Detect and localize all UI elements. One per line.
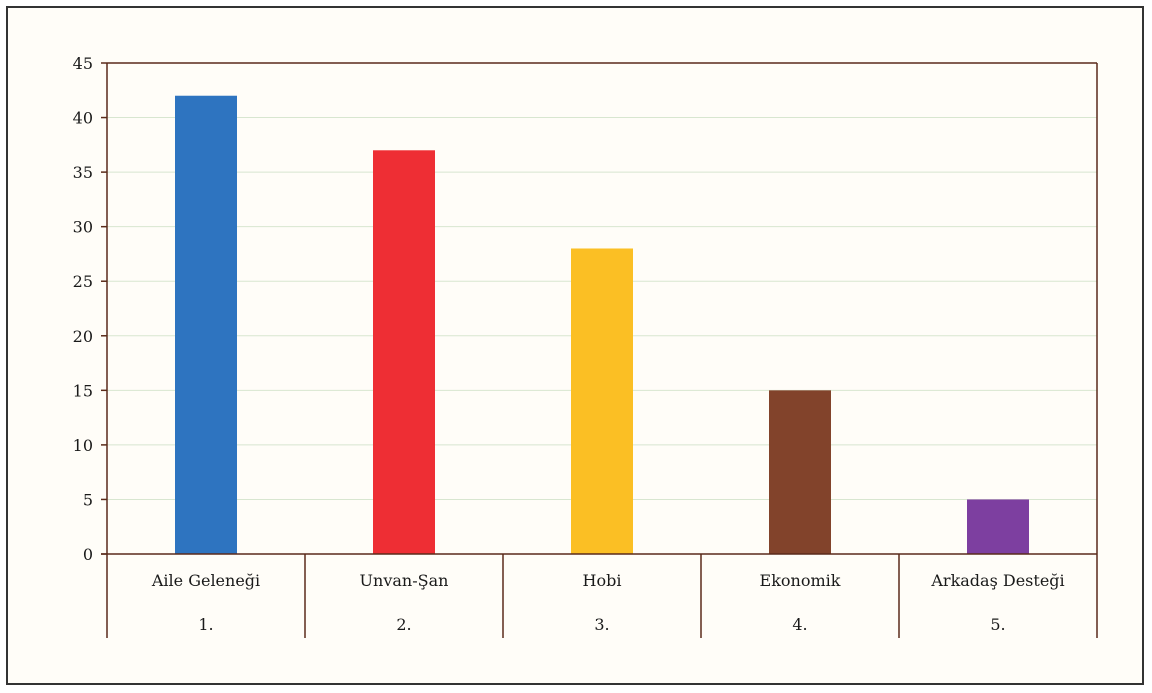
x-category-label: Aile Geleneği <box>151 571 260 590</box>
x-rank-label: 2. <box>396 615 411 634</box>
axes <box>101 62 1098 638</box>
bar-5 <box>967 499 1029 554</box>
labels: 0 5 10 15 20 25 30 35 40 45 Aile Geleneği 1. Unvan-Ş… <box>73 54 1065 634</box>
y-tick-label: 10 <box>73 436 93 455</box>
bar-1 <box>175 95 237 554</box>
x-category-label: Unvan-Şan <box>360 571 449 590</box>
y-tick-label: 45 <box>73 54 93 73</box>
bar-2 <box>373 150 435 555</box>
y-tick-label: 15 <box>73 381 93 400</box>
y-tick-label: 35 <box>73 163 93 182</box>
bars <box>175 95 1029 555</box>
y-tick-label: 40 <box>73 109 93 128</box>
bar-4 <box>769 390 831 554</box>
bar-3 <box>571 248 633 554</box>
x-rank-label: 4. <box>792 615 807 634</box>
y-tick-label: 25 <box>73 272 93 291</box>
x-category-label: Hobi <box>583 571 622 590</box>
x-rank-label: 5. <box>990 615 1005 634</box>
x-rank-label: 1. <box>198 615 213 634</box>
x-category-label: Ekonomik <box>760 571 841 590</box>
y-tick-label: 30 <box>73 218 93 237</box>
y-tick-label: 5 <box>83 490 93 509</box>
y-tick-label: 0 <box>83 545 93 564</box>
y-tick-label: 20 <box>73 327 93 346</box>
x-category-label: Arkadaş Desteği <box>930 571 1064 590</box>
x-rank-label: 3. <box>594 615 609 634</box>
